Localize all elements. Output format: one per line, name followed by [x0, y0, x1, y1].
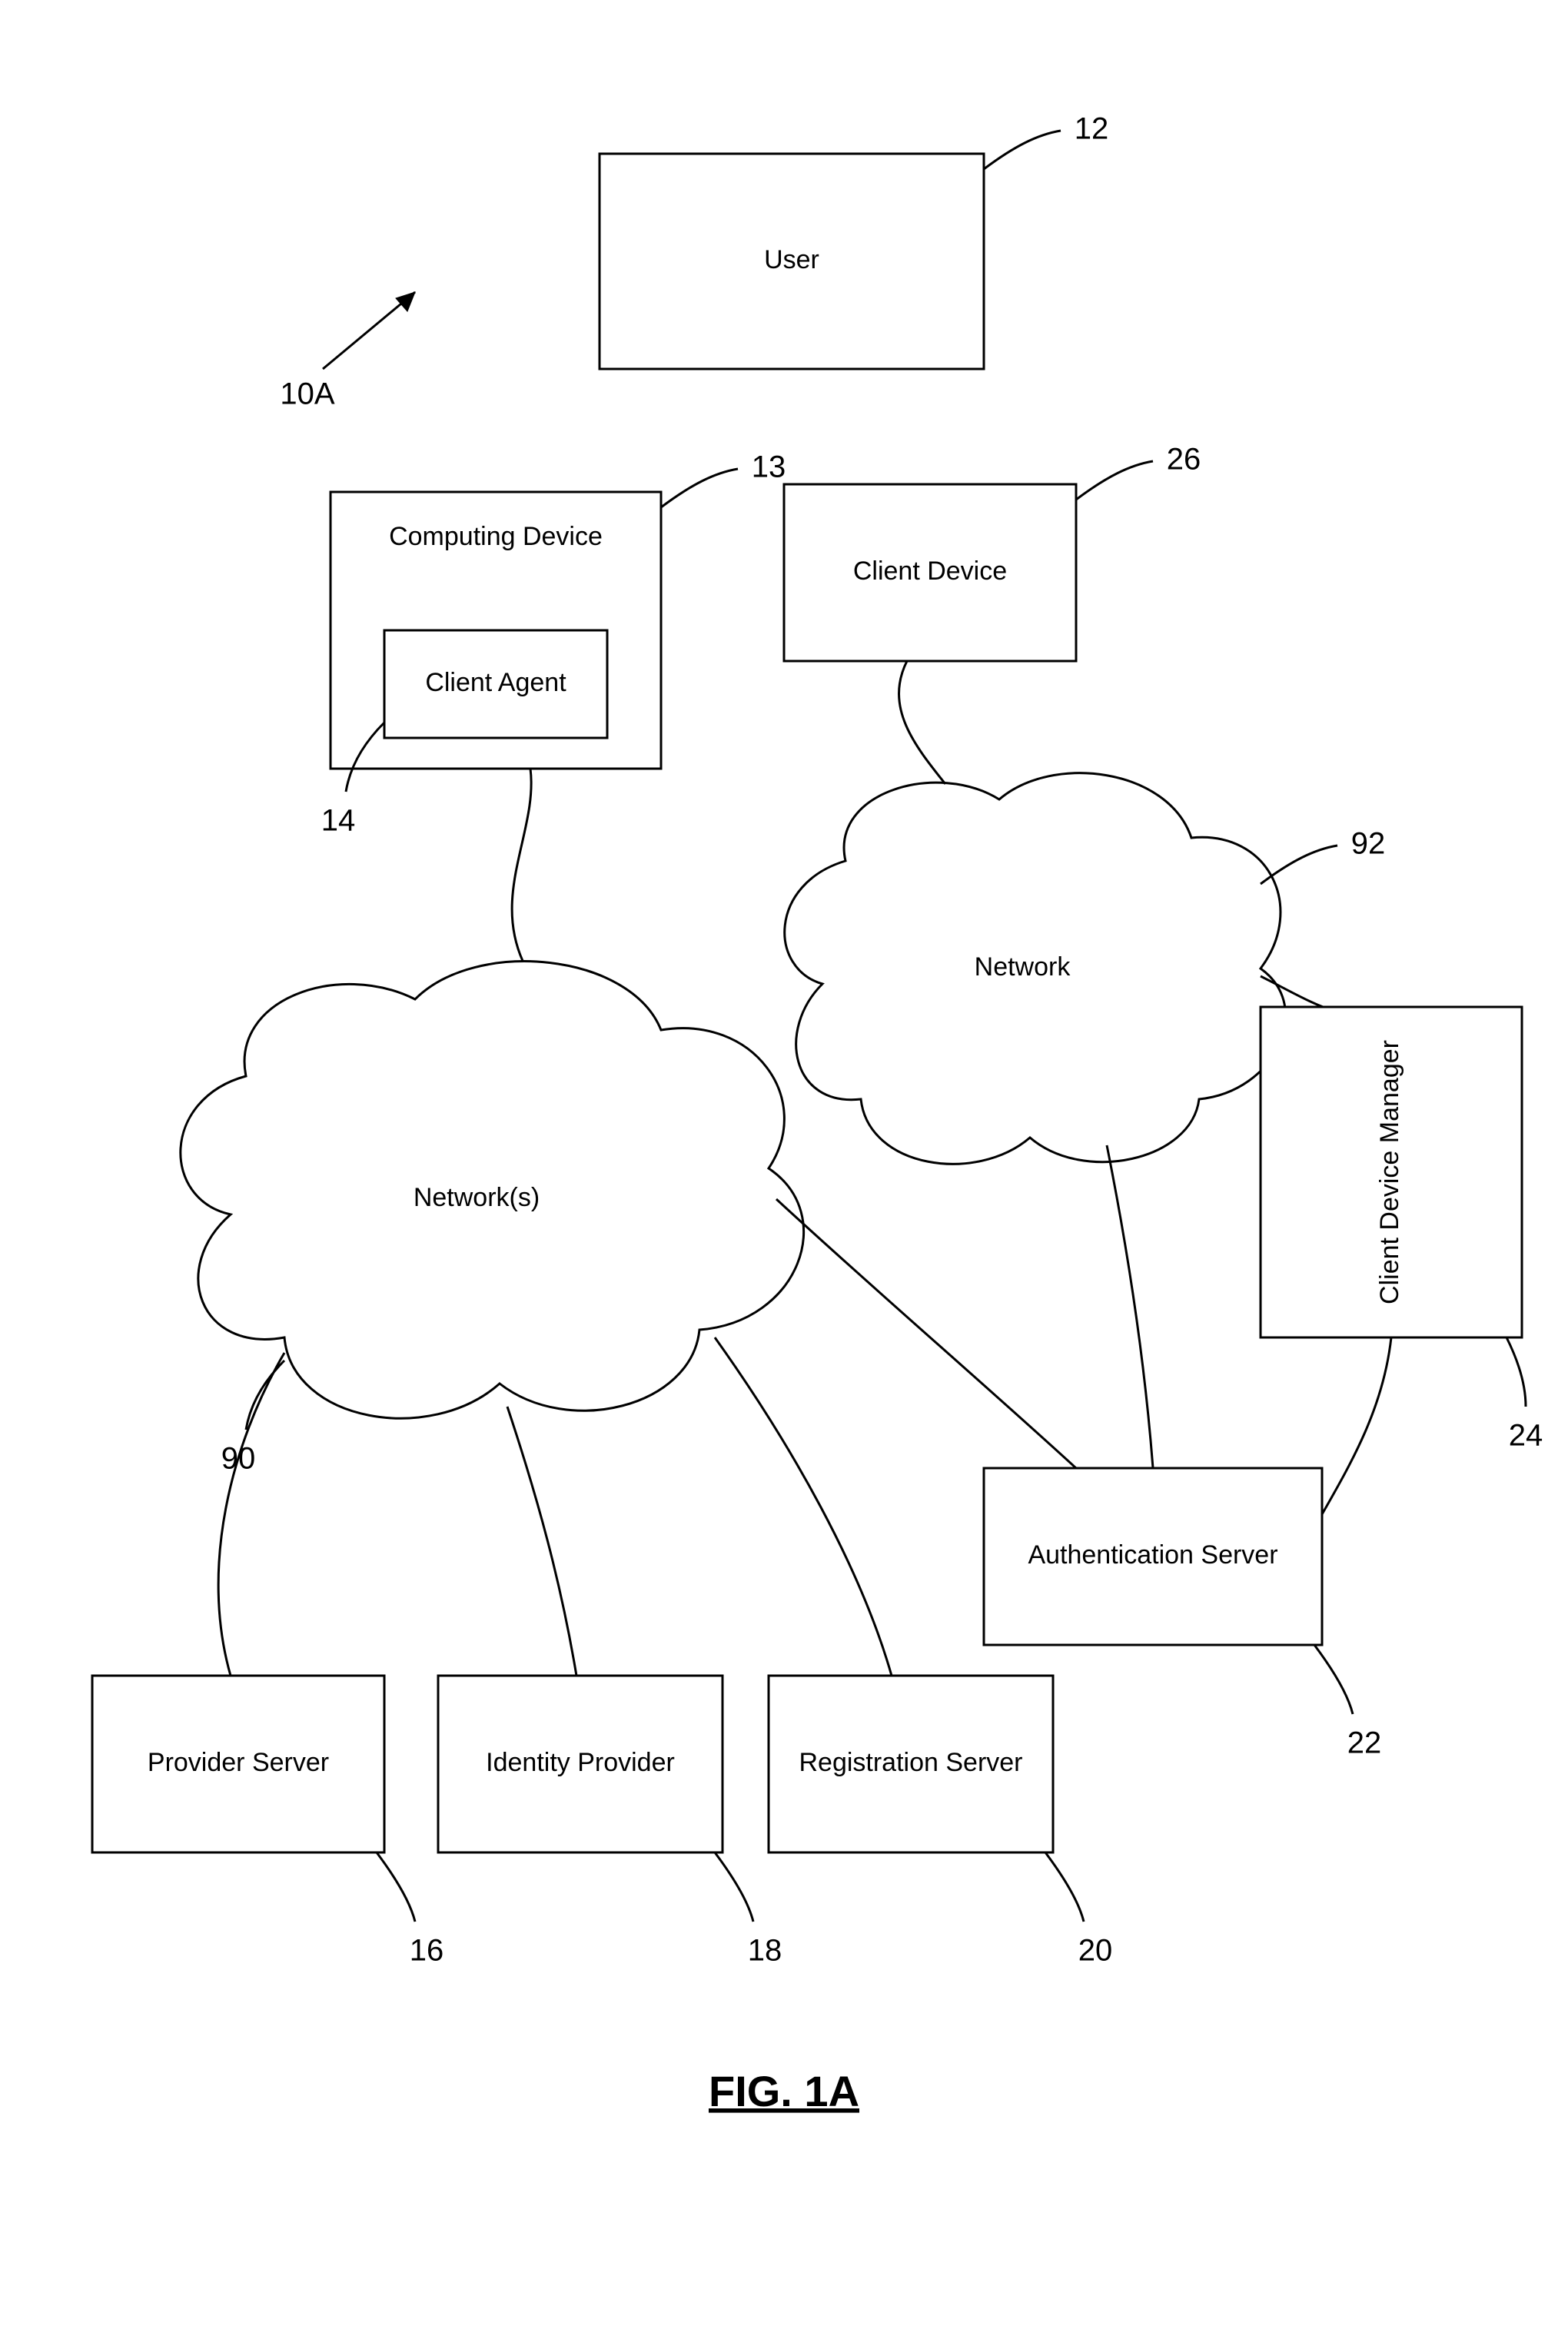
- diagram-ref-label: 10A: [280, 377, 334, 411]
- ref-18: 18: [748, 1934, 782, 1968]
- cloud-network-90: Network(s): [181, 962, 804, 1419]
- node-user: User: [600, 154, 984, 369]
- node-client-device-label: Client Device: [853, 557, 1007, 586]
- edge-computing-to-net90: [512, 769, 531, 961]
- cloud-network-92-label: Network: [975, 952, 1071, 982]
- ref-13: 13: [752, 450, 786, 484]
- lead-16: [377, 1852, 415, 1922]
- node-client-device-manager: Client Device Manager: [1261, 1007, 1522, 1337]
- figure-label: FIG. 1A: [709, 2067, 859, 2115]
- ref-16: 16: [410, 1934, 444, 1968]
- ref-14: 14: [321, 804, 356, 838]
- node-provider-server: Provider Server: [92, 1676, 384, 1852]
- ref-26: 26: [1167, 443, 1201, 477]
- lead-26: [1076, 461, 1153, 500]
- edge-net90-to-registration: [715, 1337, 892, 1676]
- node-client-agent-label: Client Agent: [425, 668, 566, 697]
- node-client-device: Client Device: [784, 484, 1076, 661]
- node-registration-label: Registration Server: [799, 1748, 1022, 1777]
- node-computing-label: Computing Device: [389, 522, 603, 551]
- node-identity-provider: Identity Provider: [438, 1676, 723, 1852]
- ref-12: 12: [1075, 112, 1109, 146]
- lead-13: [661, 469, 738, 507]
- node-user-label: User: [764, 245, 819, 274]
- edge-clientdevice-to-net92: [899, 661, 945, 784]
- lead-20: [1045, 1852, 1084, 1922]
- edge-net90-to-authentication: [776, 1199, 1076, 1468]
- diagram-ref: 10A: [280, 292, 415, 411]
- node-authentication-server: Authentication Server: [984, 1468, 1322, 1645]
- edge-devicemanager-to-authentication: [1322, 1337, 1391, 1514]
- node-client-agent: Client Agent: [384, 630, 607, 738]
- edge-net90-to-provider: [218, 1353, 284, 1676]
- node-provider-label: Provider Server: [148, 1748, 329, 1777]
- ref-22: 22: [1347, 1726, 1382, 1760]
- node-registration-server: Registration Server: [769, 1676, 1053, 1852]
- cloud-network-90-label: Network(s): [414, 1183, 540, 1212]
- lead-24: [1507, 1337, 1526, 1407]
- edge-net90-to-identity: [507, 1407, 576, 1676]
- ref-24: 24: [1509, 1419, 1543, 1453]
- lead-18: [715, 1852, 753, 1922]
- ref-92: 92: [1351, 827, 1386, 861]
- node-identity-label: Identity Provider: [486, 1748, 675, 1777]
- node-authentication-label: Authentication Server: [1028, 1540, 1277, 1570]
- ref-90: 90: [221, 1442, 256, 1476]
- lead-12: [984, 131, 1061, 169]
- ref-20: 20: [1078, 1934, 1113, 1968]
- lead-22: [1314, 1645, 1353, 1714]
- edge-net92-to-authentication: [1107, 1145, 1153, 1468]
- node-device-manager-label: Client Device Manager: [1375, 1040, 1404, 1304]
- cloud-network-92: Network: [785, 773, 1286, 1165]
